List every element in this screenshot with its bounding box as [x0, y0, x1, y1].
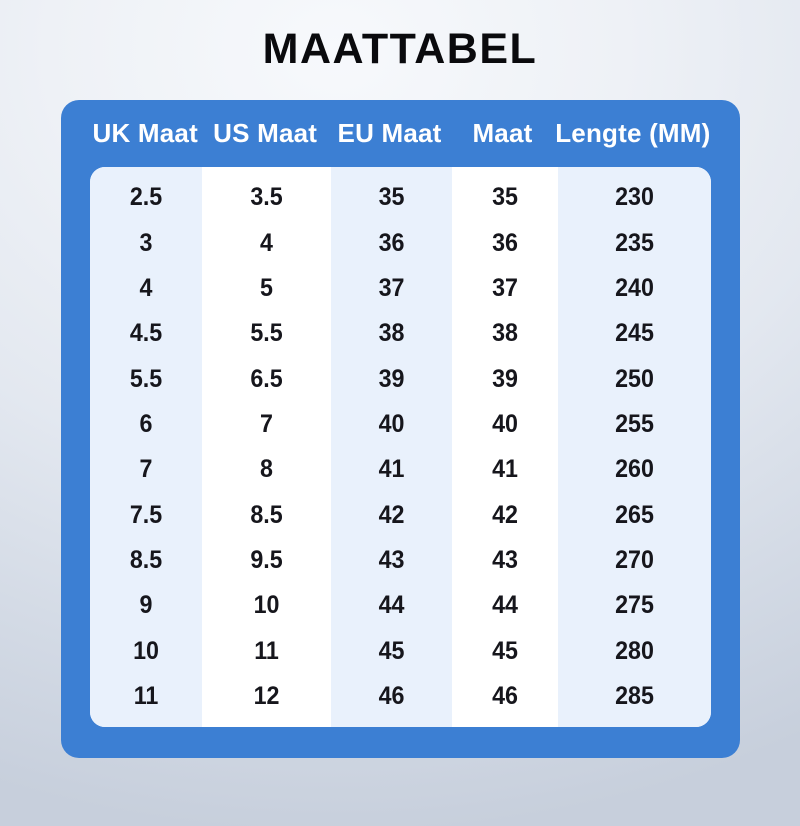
- size-cell: 280: [614, 636, 654, 665]
- size-cell: 270: [614, 546, 654, 575]
- size-cell: 230: [614, 183, 654, 212]
- size-cell: 8: [259, 455, 273, 484]
- table-body: 2.5 3 4 4.5 5.5 6 7 7.5 8.5 9 10 11 3.5 4 5 5.5 6.5 7 8 8.5…: [89, 167, 711, 728]
- size-cell: 6: [139, 410, 152, 439]
- size-cell: 9: [139, 591, 152, 620]
- size-cell: 35: [378, 183, 404, 212]
- size-cell: 4: [259, 228, 273, 257]
- size-cell: 10: [132, 636, 159, 665]
- table-column: 35 36 37 38 39 40 41 42 43 44 45 46: [451, 167, 558, 728]
- size-cell: 37: [378, 274, 404, 303]
- size-cell: 7: [259, 410, 273, 439]
- size-cell: 35: [491, 183, 518, 212]
- size-cell: 41: [378, 455, 404, 484]
- size-cell: 5.5: [129, 364, 162, 393]
- size-cell: 7.5: [129, 500, 162, 529]
- size-cell: 6.5: [249, 364, 283, 393]
- size-cell: 41: [491, 455, 518, 484]
- table-header-row: UK Maat US Maat EU Maat Maat Lengte (MM): [90, 100, 711, 167]
- column-header: EU Maat: [337, 118, 442, 149]
- size-cell: 5: [259, 274, 273, 303]
- size-cell: 11: [133, 682, 158, 711]
- size-table-frame: UK Maat US Maat EU Maat Maat Lengte (MM) 2.5…: [60, 100, 740, 759]
- size-cell: 4: [139, 274, 152, 303]
- size-cell: 8.5: [129, 546, 162, 575]
- size-chart-page: MAATTABEL UK Maat US Maat EU Maat Maat Lengt…: [0, 25, 800, 759]
- size-cell: 11: [253, 636, 279, 665]
- size-cell: 42: [491, 500, 518, 529]
- size-cell: 10: [253, 591, 279, 620]
- size-cell: 37: [491, 274, 518, 303]
- size-cell: 3: [139, 228, 152, 257]
- size-cell: 40: [491, 410, 518, 439]
- size-cell: 45: [491, 636, 518, 665]
- size-cell: 7: [139, 455, 152, 484]
- size-cell: 36: [378, 228, 404, 257]
- table-column: 230 235 240 245 250 255 260 265 270 275 280 285: [557, 167, 711, 728]
- size-cell: 275: [614, 591, 654, 620]
- size-cell: 5.5: [249, 319, 283, 348]
- size-cell: 4.5: [129, 319, 162, 348]
- size-cell: 9.5: [249, 546, 283, 575]
- size-cell: 12: [253, 682, 279, 711]
- table-column: 3.5 4 5 5.5 6.5 7 8 8.5 9.5 10 11 12: [201, 167, 331, 728]
- size-cell: 240: [614, 274, 654, 303]
- size-cell: 3.5: [249, 183, 283, 212]
- size-cell: 255: [614, 410, 654, 439]
- size-cell: 39: [491, 364, 518, 393]
- column-header: UK Maat: [92, 118, 198, 149]
- size-cell: 42: [378, 500, 404, 529]
- size-cell: 44: [378, 591, 404, 620]
- size-cell: 38: [491, 319, 518, 348]
- column-header: Maat: [472, 118, 533, 149]
- size-cell: 245: [614, 319, 654, 348]
- size-cell: 45: [378, 636, 404, 665]
- size-cell: 38: [378, 319, 404, 348]
- table-column: 2.5 3 4 4.5 5.5 6 7 7.5 8.5 9 10 11: [89, 167, 202, 728]
- column-header: US Maat: [213, 118, 318, 149]
- size-cell: 2.5: [129, 183, 162, 212]
- size-cell: 44: [491, 591, 518, 620]
- column-header: Lengte (MM): [555, 118, 711, 149]
- page-title: MAATTABEL: [262, 25, 538, 73]
- size-cell: 8.5: [249, 500, 283, 529]
- size-cell: 250: [614, 364, 654, 393]
- table-column: 35 36 37 38 39 40 41 42 43 44 45 46: [330, 167, 452, 728]
- size-cell: 36: [491, 228, 518, 257]
- size-cell: 40: [378, 410, 404, 439]
- size-cell: 39: [378, 364, 404, 393]
- size-cell: 43: [378, 546, 404, 575]
- size-cell: 285: [614, 682, 654, 711]
- size-cell: 46: [491, 682, 518, 711]
- size-cell: 235: [614, 228, 654, 257]
- size-cell: 46: [378, 682, 404, 711]
- size-cell: 265: [614, 500, 654, 529]
- size-cell: 43: [491, 546, 518, 575]
- size-cell: 260: [614, 455, 654, 484]
